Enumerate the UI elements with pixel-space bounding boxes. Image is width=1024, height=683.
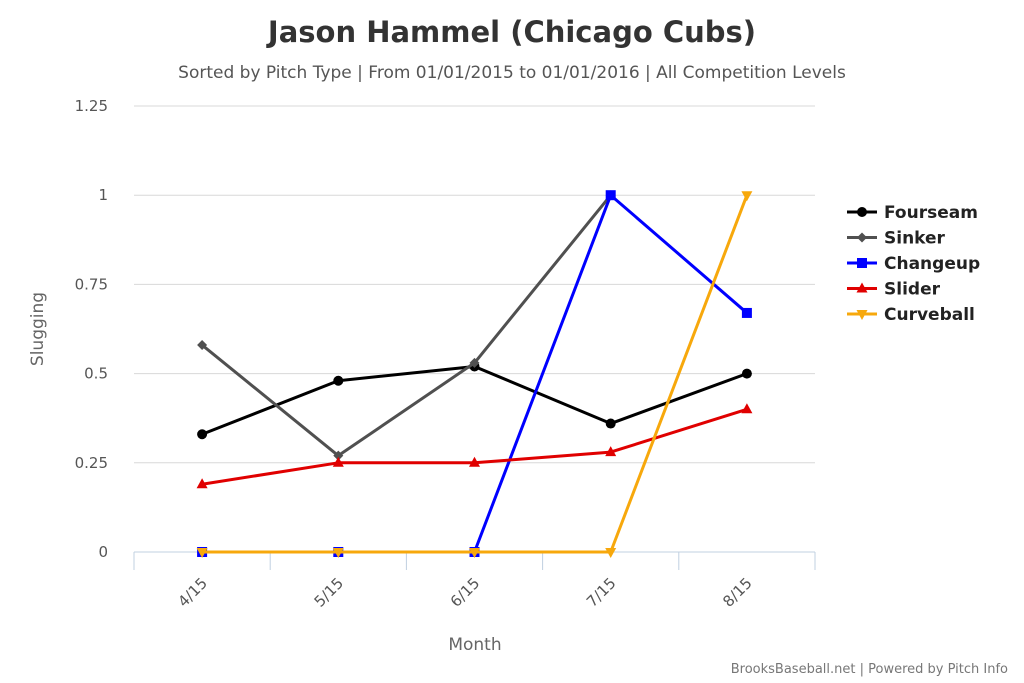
y-tick-label: 1	[98, 186, 108, 204]
data-point-changeup	[605, 190, 616, 201]
x-tick-label: 7/15	[583, 574, 620, 611]
y-tick-label: 0	[98, 543, 108, 561]
y-axis-title: Slugging	[28, 292, 48, 366]
data-point-curveball	[196, 548, 208, 558]
x-axis-title: Month	[448, 635, 501, 655]
data-point-slider	[469, 456, 480, 467]
x-axis: 4/15 5/15 6/15 7/15 8/15	[133, 551, 816, 611]
data-point-changeup	[741, 307, 752, 318]
legend-marker	[857, 258, 867, 268]
data-point-fourseam	[741, 368, 752, 379]
data-point-fourseam	[197, 429, 208, 440]
data-point-curveball	[332, 548, 344, 558]
legend-item-changeup[interactable]: Changeup	[847, 254, 980, 274]
data-point-sinker	[469, 357, 480, 368]
y-tick-label: 1.25	[75, 97, 108, 115]
legend: Fourseam Sinker Changeup Slider Curveball	[847, 203, 980, 325]
series-line-sinker	[201, 194, 612, 458]
series-line-fourseam	[201, 364, 748, 436]
x-tick-label: 5/15	[311, 574, 348, 611]
chart-credits: BrooksBaseball.net | Powered by Pitch In…	[731, 662, 1008, 677]
chart-title: Jason Hammel (Chicago Cubs)	[266, 15, 756, 49]
data-point-sinker	[333, 450, 344, 461]
data-point-curveball	[741, 191, 753, 202]
legend-label: Fourseam	[884, 203, 978, 223]
series	[196, 190, 753, 558]
series-curveball	[196, 191, 753, 558]
y-tick-label: 0.75	[75, 275, 108, 293]
legend-item-slider[interactable]: Slider	[847, 280, 941, 300]
data-point-fourseam	[333, 375, 344, 386]
data-point-slider	[196, 478, 208, 489]
x-tick-label: 8/15	[719, 574, 756, 611]
legend-marker	[857, 207, 867, 217]
legend-label: Curveball	[884, 305, 975, 325]
legend-label: Changeup	[884, 254, 980, 274]
data-point-curveball	[469, 548, 480, 558]
gridlines	[134, 105, 815, 553]
legend-item-sinker[interactable]: Sinker	[847, 229, 946, 249]
x-tick-label: 4/15	[174, 574, 211, 611]
y-tick-label: 0.25	[75, 454, 108, 472]
data-point-fourseam	[605, 418, 616, 429]
data-point-slider	[741, 403, 753, 414]
legend-marker	[856, 282, 868, 293]
y-axis: 0 0.25 0.5 0.75 1 1.25	[75, 97, 108, 561]
legend-marker	[856, 310, 868, 320]
legend-marker	[857, 232, 867, 243]
legend-item-curveball[interactable]: Curveball	[847, 305, 975, 325]
data-point-sinker	[197, 340, 208, 351]
data-point-slider	[605, 446, 617, 457]
legend-item-fourseam[interactable]: Fourseam	[847, 203, 978, 223]
legend-label: Slider	[884, 280, 941, 300]
data-point-slider	[332, 456, 344, 467]
y-tick-label: 0.5	[84, 365, 108, 383]
series-line-slider	[201, 407, 748, 486]
series-slider	[196, 403, 753, 489]
chart-subtitle: Sorted by Pitch Type | From 01/01/2015 t…	[178, 63, 846, 83]
series-sinker	[197, 190, 616, 461]
x-tick-label: 6/15	[447, 574, 484, 611]
legend-label: Sinker	[884, 229, 946, 249]
data-point-curveball	[605, 548, 617, 558]
